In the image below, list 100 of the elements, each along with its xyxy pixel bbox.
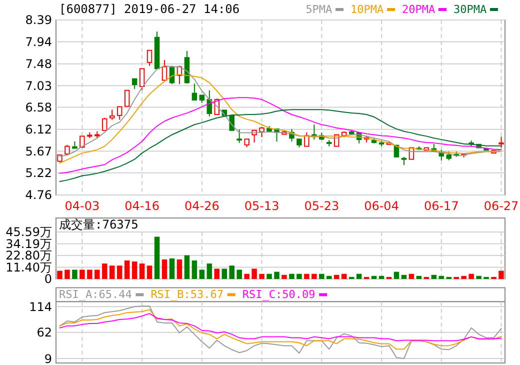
x-tick-label: 05-23 [304,199,340,213]
bar [57,270,62,279]
y-tick-label: 34.19万 [6,236,52,251]
y-tick-label: 7.94 [25,34,52,49]
bar [206,264,212,279]
x-tick-label: 05-13 [244,199,280,213]
candlestick [192,83,198,101]
bar [229,266,234,279]
bar [371,276,377,279]
x-tick-label: 06-27 [484,199,519,213]
y-tick-label: 5.22 [25,166,52,180]
candlestick [110,109,115,120]
bar [259,274,264,279]
candlestick [146,50,152,66]
bar [341,274,347,279]
y-tick-label: 11.40万 [6,260,52,274]
line-series [59,109,502,182]
line-series [59,306,502,360]
candlestick [102,117,108,131]
x-tick-label: 06-17 [424,199,459,213]
y-tick-label: 22.80万 [6,248,52,263]
bar [116,266,122,279]
bar [401,274,407,279]
bar [102,264,108,279]
chart-title: 成交量:76375 [59,218,138,232]
bar [236,270,242,279]
candlestick [162,60,168,81]
legend-label: 10PMA [350,3,384,16]
bar [296,274,302,279]
bar [289,274,294,279]
y-tick-label: 5.67 [25,144,52,158]
bar [252,268,257,279]
legend-label: RSI_B:53.67 [150,288,224,302]
y-tick-label: 62 [36,326,52,340]
bar [416,276,422,279]
y-tick-label: 9 [44,352,52,365]
bar [132,261,138,279]
bar [274,272,280,279]
bar [394,272,400,279]
y-tick-label: 0 [44,272,52,286]
bar [476,276,482,279]
line-series [59,309,502,350]
legend-label: RSI_C:50.09 [242,288,316,302]
bar [162,259,168,279]
bar [192,260,198,279]
y-tick-label: 6.12 [25,122,52,137]
legend-label: 30PMA [454,3,487,16]
bar [244,274,250,279]
y-tick-label: 7.48 [25,57,52,72]
y-tick-label: 7.03 [25,78,52,93]
line-series [59,313,502,342]
bar [326,276,332,279]
bar [222,268,227,279]
line-series [59,97,502,174]
legend-label: 5PMA [306,3,333,16]
bar [169,258,175,279]
bar [461,276,466,279]
bar [266,274,272,279]
x-tick-label: 04-26 [184,199,220,213]
y-tick-label: 8.39 [25,13,52,28]
bar [282,274,287,279]
bar [80,270,85,279]
bar [64,270,70,279]
candlestick [304,132,310,147]
chart-title: [600877] 2019-06-27 14:06 [59,2,240,16]
bar [146,266,152,279]
candlestick [236,128,242,144]
bar [176,259,182,279]
bar [438,276,444,279]
bar [408,274,414,279]
bar [72,270,78,279]
bar [199,270,205,279]
y-tick-label: 45.59万 [6,225,52,240]
bar [431,274,437,279]
x-tick-label: 06-04 [364,199,399,213]
bar [312,274,317,279]
bar [139,264,145,279]
bar [214,268,220,279]
bar [498,270,504,279]
bar [184,255,190,279]
candlestick [116,106,122,120]
candlestick [259,126,264,138]
bar [124,260,130,279]
x-tick-label: 04-03 [64,199,100,213]
bar [468,274,474,279]
y-tick-label: 114 [29,300,52,314]
bar [154,236,160,279]
x-tick-label: 04-16 [124,199,160,213]
y-tick-label: 6.58 [25,100,52,114]
y-tick-label: 4.76 [25,188,52,202]
bar [94,270,100,279]
bar [110,266,115,279]
candlestick [132,78,138,90]
candlestick [124,90,130,107]
legend-label: RSI_A:65.44 [59,288,132,302]
bar [334,274,340,279]
bar [356,274,362,279]
bar [304,274,310,279]
bar [378,276,384,279]
legend-label: 20PMA [402,3,436,16]
